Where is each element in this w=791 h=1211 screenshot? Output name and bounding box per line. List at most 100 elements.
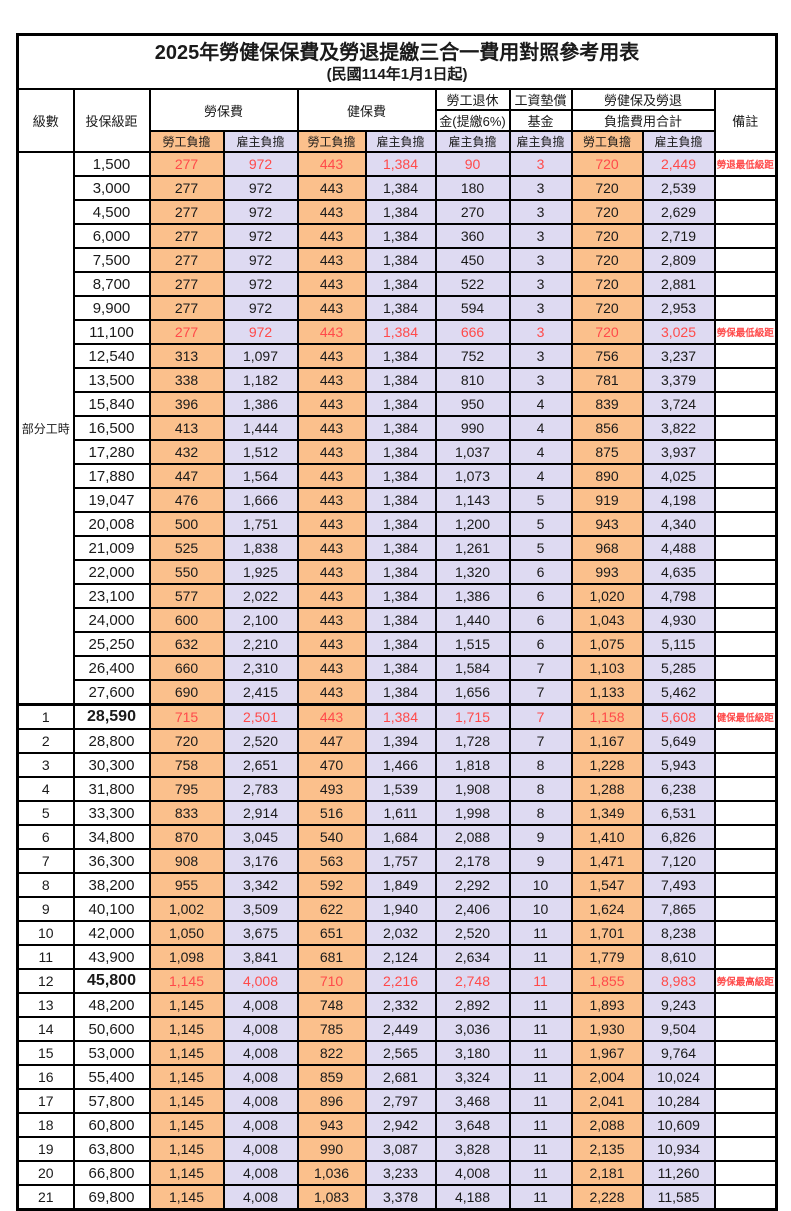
bracket-cell: 9,900 (72, 295, 151, 321)
table-row: 8,700 277 972 443 1,384 522 3 720 2,881 (18, 271, 778, 297)
bracket-cell: 63,800 (72, 1136, 151, 1162)
level-cell: 3 (16, 752, 75, 778)
bracket-cell: 19,047 (72, 487, 151, 513)
level-cell: 9 (16, 896, 75, 922)
bracket-cell: 8,700 (72, 271, 151, 297)
remark-cell (713, 679, 778, 706)
wage-fund-employer-cell: 7 (508, 728, 573, 754)
health-employer-cell: 1,384 (364, 271, 437, 297)
total-employer-cell: 9,764 (641, 1040, 716, 1066)
header-bracket: 投保級距 (72, 88, 151, 153)
pension-employer-cell: 1,908 (434, 776, 511, 802)
total-employee-cell: 1,855 (570, 968, 644, 994)
remark-cell (713, 992, 778, 1018)
health-employer-cell: 1,611 (364, 800, 437, 826)
bracket-cell: 27,600 (72, 679, 151, 706)
labor-employee-cell: 908 (148, 848, 225, 874)
labor-employer-cell: 2,022 (222, 583, 299, 609)
level-cell: 4 (16, 776, 75, 802)
total-employee-cell: 968 (570, 535, 644, 561)
total-employer-cell: 9,243 (641, 992, 716, 1018)
remark-cell (713, 343, 778, 369)
total-employee-cell: 875 (570, 439, 644, 465)
table-row: 16,500 413 1,444 443 1,384 990 4 856 3,822 (18, 415, 778, 441)
total-employer-cell: 7,865 (641, 896, 716, 922)
wage-fund-employer-cell: 11 (508, 944, 573, 970)
health-employer-cell: 3,233 (364, 1160, 437, 1186)
remark-cell (713, 728, 778, 754)
pension-employer-cell: 180 (434, 175, 511, 201)
labor-employee-cell: 413 (148, 415, 225, 441)
health-employer-cell: 1,384 (364, 415, 437, 441)
subheader-health-employee: 勞工負擔 (296, 130, 367, 153)
remark-cell (713, 535, 778, 561)
remark-cell (713, 1088, 778, 1114)
pension-employer-cell: 950 (434, 391, 511, 417)
labor-employer-cell: 2,520 (222, 728, 299, 754)
health-employer-cell: 1,384 (364, 487, 437, 513)
subheader-health-employer: 雇主負擔 (364, 130, 437, 153)
total-employer-cell: 10,024 (641, 1064, 716, 1090)
health-employee-cell: 443 (296, 367, 367, 393)
bracket-cell: 21,009 (72, 535, 151, 561)
total-employee-cell: 1,930 (570, 1016, 644, 1042)
bracket-cell: 34,800 (72, 824, 151, 850)
total-employee-cell: 890 (570, 463, 644, 489)
labor-employer-cell: 4,008 (222, 1064, 299, 1090)
table-row: 27,600 690 2,415 443 1,384 1,656 7 1,133 5,462 (18, 679, 778, 706)
health-employee-cell: 443 (296, 151, 367, 177)
total-employee-cell: 1,075 (570, 631, 644, 657)
labor-employee-cell: 955 (148, 872, 225, 898)
pension-employer-cell: 810 (434, 367, 511, 393)
health-employee-cell: 859 (296, 1064, 367, 1090)
wage-fund-employer-cell: 11 (508, 1136, 573, 1162)
pension-employer-cell: 1,715 (434, 703, 511, 730)
remark-cell (713, 1160, 778, 1186)
health-employee-cell: 443 (296, 487, 367, 513)
total-employer-cell: 10,284 (641, 1088, 716, 1114)
table-row: 7,500 277 972 443 1,384 450 3 720 2,809 (18, 247, 778, 273)
labor-employee-cell: 870 (148, 824, 225, 850)
table-row: 12 45,800 1,145 4,008 710 2,216 2,748 11 1,855 8,… (16, 968, 778, 994)
health-employee-cell: 443 (296, 655, 367, 681)
pension-employer-cell: 90 (434, 151, 511, 177)
health-employee-cell: 943 (296, 1112, 367, 1138)
total-employee-cell: 1,103 (570, 655, 644, 681)
remark-cell (713, 367, 778, 393)
wage-fund-employer-cell: 5 (508, 487, 573, 513)
bracket-cell: 13,500 (72, 367, 151, 393)
remark-cell (713, 1040, 778, 1066)
labor-employer-cell: 4,008 (222, 968, 299, 994)
table-row: 11,100 277 972 443 1,384 666 3 720 3,025 勞保最低級距 (18, 319, 778, 345)
labor-employee-cell: 1,145 (148, 968, 225, 994)
table-row: 19,047 476 1,666 443 1,384 1,143 5 919 4,198 (18, 487, 778, 513)
bracket-cell: 36,300 (72, 848, 151, 874)
pension-employer-cell: 3,324 (434, 1064, 511, 1090)
remark-cell (713, 487, 778, 513)
remark-cell: 勞保最低級距 (713, 319, 778, 345)
total-employer-cell: 10,609 (641, 1112, 716, 1138)
labor-employer-cell: 1,666 (222, 487, 299, 513)
wage-fund-employer-cell: 11 (508, 992, 573, 1018)
level-cell: 13 (16, 992, 75, 1018)
labor-employer-cell: 4,008 (222, 1088, 299, 1114)
labor-employer-cell: 2,651 (222, 752, 299, 778)
table-row: 17,280 432 1,512 443 1,384 1,037 4 875 3,937 (18, 439, 778, 465)
bracket-cell: 20,008 (72, 511, 151, 537)
level-cell: 17 (16, 1088, 75, 1114)
pension-employer-cell: 1,515 (434, 631, 511, 657)
wage-fund-employer-cell: 3 (508, 175, 573, 201)
table-row: 23,100 577 2,022 443 1,384 1,386 6 1,020 4,798 (18, 583, 778, 609)
table-row: 4,500 277 972 443 1,384 270 3 720 2,629 (18, 199, 778, 225)
level-cell: 12 (16, 968, 75, 994)
remark-cell (713, 848, 778, 874)
bracket-cell: 4,500 (72, 199, 151, 225)
bracket-cell: 48,200 (72, 992, 151, 1018)
level-cell: 1 (16, 703, 75, 730)
wage-fund-employer-cell: 3 (508, 151, 573, 177)
remark-cell (713, 559, 778, 585)
pension-employer-cell: 4,008 (434, 1160, 511, 1186)
health-employer-cell: 1,384 (364, 223, 437, 249)
level-cell: 8 (16, 872, 75, 898)
health-employee-cell: 443 (296, 295, 367, 321)
